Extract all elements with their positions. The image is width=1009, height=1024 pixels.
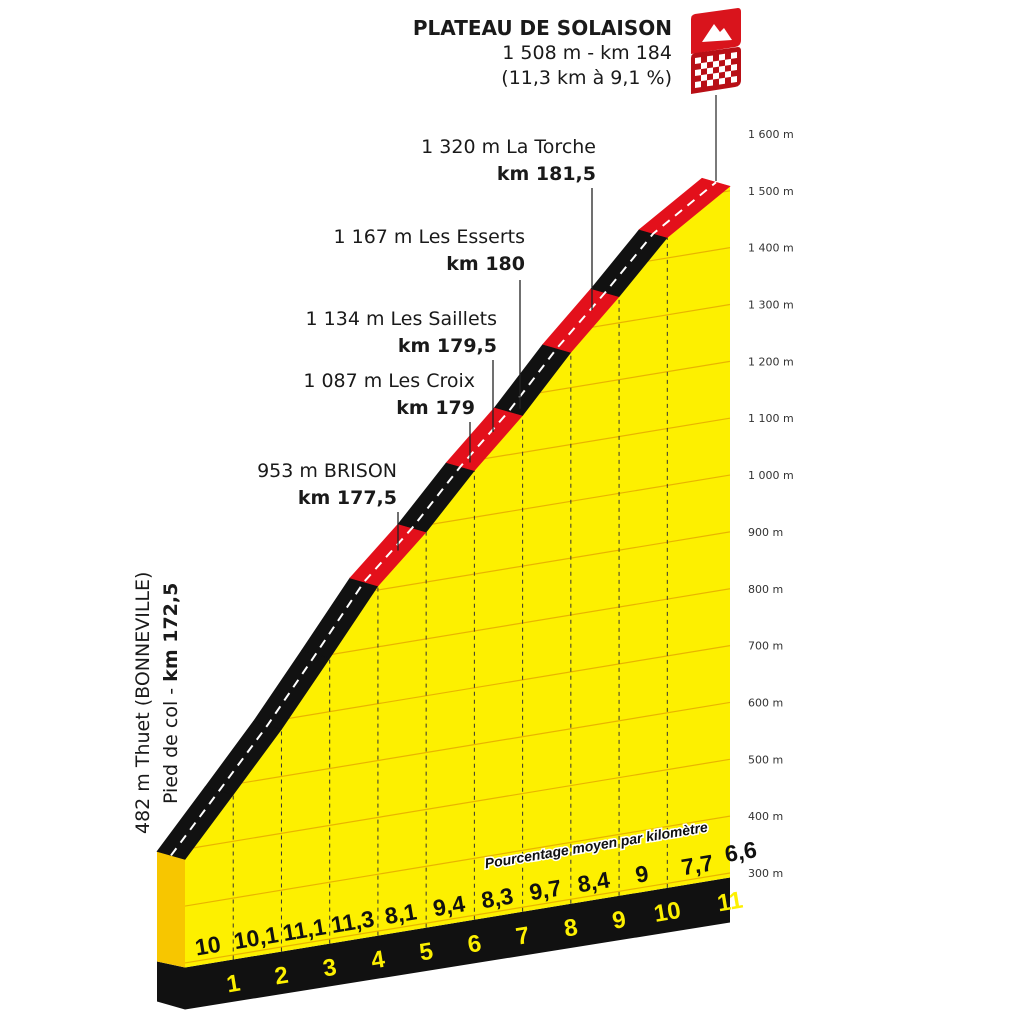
y-tick-label: 1 100 m <box>748 412 794 425</box>
y-tick-label: 400 m <box>748 810 783 823</box>
waypoint-label: 953 m BRISON <box>257 460 397 482</box>
checker-square <box>701 74 707 82</box>
waypoint-label: 1 320 m La Torche <box>421 136 596 158</box>
checker-square <box>695 69 701 76</box>
mountain-glyph <box>702 24 732 42</box>
y-tick-label: 1 600 m <box>748 128 794 141</box>
checker-square <box>719 65 725 73</box>
waypoint-label: 1 087 m Les Croix <box>303 370 475 392</box>
road-segment <box>638 177 731 238</box>
waypoint-km: km 177,5 <box>297 487 397 509</box>
waypoint-la-torche: 1 320 m La Torche km 181,5 <box>421 134 596 188</box>
km-label: 11 <box>715 887 744 918</box>
y-tick-label: 900 m <box>748 526 783 539</box>
checker-square <box>701 62 707 70</box>
waypoint-brison: 953 m BRISON km 177,5 <box>257 458 397 512</box>
summit-title-block: PLATEAU DE SOLAISON 1 508 m - km 184 (11… <box>413 16 672 91</box>
waypoint-label: 1 167 m Les Esserts <box>333 226 525 248</box>
km-label: 6 <box>466 930 484 959</box>
km-label: 3 <box>321 954 339 983</box>
y-tick-label: 1 000 m <box>748 469 794 482</box>
checker-square <box>731 76 737 83</box>
checker-square <box>719 53 725 61</box>
mountain-summit-sign-icon <box>691 8 741 54</box>
road-centerline <box>170 181 717 857</box>
y-tick-label: 1 300 m <box>748 299 794 312</box>
checker-square <box>695 81 701 88</box>
start-prefix: Pied de col - <box>160 681 182 804</box>
gradient-label: 8,4 <box>576 866 612 897</box>
y-tick-label: 800 m <box>748 583 783 596</box>
y-tick-label: 1 200 m <box>748 355 794 368</box>
flag-plate <box>691 47 741 94</box>
start-km: km 172,5 <box>160 582 182 682</box>
checker-square <box>707 79 713 87</box>
waypoint-km: km 180 <box>446 253 525 275</box>
waypoint-label: 1 134 m Les Saillets <box>305 308 497 330</box>
checker-square <box>713 60 719 68</box>
start-location-label: 482 m Thuet (BONNEVILLE) <box>132 571 154 834</box>
gradient-label: 10 <box>193 931 222 961</box>
gradient-label: 9,7 <box>528 874 564 905</box>
waypoint-km: km 181,5 <box>496 163 596 185</box>
gradient-label: 9 <box>633 860 650 888</box>
km-label: 9 <box>610 906 628 935</box>
start-km-label: Pied de col - km 172,5 <box>160 583 182 804</box>
summit-climb-stats: (11,3 km à 9,1 %) <box>501 67 672 89</box>
gradient-label: 6,6 <box>723 836 759 867</box>
waypoint-km: km 179,5 <box>397 335 497 357</box>
checker-square <box>725 70 731 78</box>
waypoint-les-esserts: 1 167 m Les Esserts km 180 <box>333 224 525 278</box>
y-tick-label: 1 500 m <box>748 185 794 198</box>
km-band <box>157 877 730 1010</box>
gradient-label: 9,4 <box>431 890 467 921</box>
gridline <box>185 758 730 850</box>
summit-elevation: 1 508 m - km 184 <box>502 42 672 64</box>
gridline <box>185 872 730 964</box>
summit-name: PLATEAU DE SOLAISON <box>412 16 672 40</box>
waypoint-les-croix: 1 087 m Les Croix km 179 <box>303 368 475 422</box>
checker-square <box>707 55 713 63</box>
profile-side-face <box>157 851 185 968</box>
gridline <box>185 815 730 907</box>
checker-square <box>725 58 731 66</box>
km-label: 7 <box>514 922 532 951</box>
km-label: 10 <box>652 897 683 928</box>
y-tick-label: 300 m <box>748 867 783 880</box>
y-tick-label: 700 m <box>748 640 783 653</box>
km-label: 4 <box>369 946 387 975</box>
km-label: 5 <box>417 938 435 967</box>
y-tick-label: 500 m <box>748 753 783 766</box>
checker-square <box>707 67 713 75</box>
km-label: 1 <box>225 970 243 999</box>
y-tick-label: 1 400 m <box>748 242 794 255</box>
gradient-label: 8,1 <box>383 898 419 929</box>
checkered-finish-flag-icon <box>691 47 741 94</box>
gridline <box>185 701 730 793</box>
km-label: 8 <box>562 914 580 943</box>
checker-square <box>731 64 737 71</box>
checker-square <box>713 72 719 80</box>
checker-square <box>719 77 725 85</box>
y-tick-label: 600 m <box>748 696 783 709</box>
waypoint-les-saillets: 1 134 m Les Saillets km 179,5 <box>306 306 497 360</box>
km-label: 2 <box>273 962 291 991</box>
checker-square <box>695 57 701 64</box>
gradient-label: 7,7 <box>679 849 715 880</box>
checker-square <box>731 52 737 59</box>
waypoint-km: km 179 <box>396 397 475 419</box>
gradient-label: 8,3 <box>479 882 515 913</box>
